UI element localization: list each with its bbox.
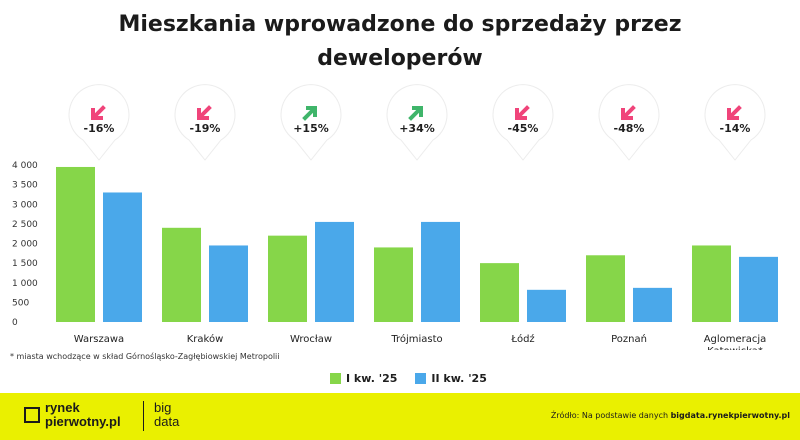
- logo-line2: pierwotny.pl: [45, 414, 121, 429]
- arrow-down-icon: [727, 105, 742, 120]
- change-label: -48%: [614, 122, 645, 135]
- x-tick-label: Kraków: [187, 333, 224, 345]
- chart-title: Mieszkania wprowadzone do sprzedaży prze…: [0, 8, 800, 76]
- source-link[interactable]: bigdata.rynekpierwotny.pl: [670, 411, 790, 420]
- x-tick-label: Warszawa: [74, 334, 124, 345]
- change-badge: [598, 84, 660, 161]
- y-tick-label: 1 500: [12, 259, 38, 269]
- footer-bar: rynek pierwotny.pl big data Źródło: Na p…: [0, 393, 800, 440]
- change-badge: [174, 84, 236, 161]
- bar-series1: [480, 263, 519, 322]
- legend-label-series1: I kw. '25: [346, 372, 398, 385]
- footnote: * miasta wchodzące w skład Górnośląsko-Z…: [10, 352, 280, 361]
- x-tick-label: Trójmiasto: [390, 333, 442, 345]
- y-tick-label: 500: [12, 298, 29, 308]
- change-badge: [492, 84, 554, 161]
- change-label: -45%: [508, 122, 539, 135]
- arrow-up-icon: [302, 106, 317, 121]
- legend-swatch-series1: [330, 373, 341, 384]
- source-prefix: Źródło: Na podstawie danych: [550, 411, 671, 420]
- arrow-down-icon: [515, 105, 530, 120]
- bar-series2: [315, 221, 354, 322]
- bar-series1: [162, 227, 201, 322]
- change-label: -16%: [84, 122, 115, 135]
- change-badge: [280, 84, 342, 161]
- change-badge: [704, 84, 766, 161]
- bar-chart: 0 500 1 000 1 500 2 000 2 500 3 000 3 500 4 000 W…: [12, 84, 778, 350]
- source-note: Źródło: Na podstawie danych bigdata.ryne…: [551, 411, 790, 420]
- x-tick-label: Łódź: [510, 333, 534, 345]
- change-badge: [68, 84, 130, 161]
- legend-label-series2: II kw. '25: [431, 372, 487, 385]
- x-tick-label: Poznań: [611, 333, 647, 345]
- y-tick-label: 0: [12, 318, 18, 328]
- change-label: +34%: [399, 122, 435, 135]
- logo-line1: rynek: [45, 400, 80, 415]
- bar-series1: [692, 245, 731, 322]
- bigdata-logo[interactable]: big data: [154, 401, 179, 429]
- bar-series2: [421, 221, 460, 322]
- bar-series1: [586, 255, 625, 322]
- arrow-down-icon: [621, 105, 636, 120]
- legend: I kw. '25 II kw. '25: [330, 372, 487, 385]
- bar-series1: [56, 166, 95, 322]
- legend-item-series2: II kw. '25: [415, 372, 487, 385]
- arrow-down-icon: [197, 105, 212, 120]
- chart-title-line2: deweloperów: [317, 46, 483, 71]
- change-label: +15%: [293, 122, 329, 135]
- x-tick-label: Wrocław: [290, 334, 332, 345]
- arrow-up-icon: [408, 106, 423, 121]
- legend-swatch-series2: [415, 373, 427, 384]
- y-tick-label: 4 000: [12, 161, 38, 171]
- change-label: -14%: [720, 122, 751, 135]
- x-tick-label: Aglomeracja: [704, 334, 767, 345]
- bar-series1: [374, 247, 413, 322]
- change-label: -19%: [190, 122, 221, 135]
- x-tick-label: Katowicka*: [707, 346, 763, 350]
- bigdata-line2: data: [154, 414, 180, 429]
- bar-series2: [527, 289, 566, 322]
- y-tick-label: 2 000: [12, 240, 38, 250]
- chart-title-line1: Mieszkania wprowadzone do sprzedaży prze…: [118, 12, 682, 37]
- y-tick-label: 1 000: [12, 279, 38, 289]
- bar-series2: [633, 287, 672, 322]
- rynekpierwotny-logo[interactable]: rynek pierwotny.pl: [24, 401, 121, 429]
- arrow-down-icon: [91, 105, 106, 120]
- logo-square-icon: [24, 407, 40, 423]
- bar-series1: [268, 235, 307, 322]
- bar-series2: [209, 245, 248, 322]
- logo-divider: [143, 401, 144, 431]
- bar-series2: [739, 256, 778, 322]
- change-badge: [386, 84, 448, 161]
- y-tick-label: 3 500: [12, 181, 38, 191]
- bar-series2: [103, 192, 142, 322]
- y-tick-label: 3 000: [12, 200, 38, 210]
- y-tick-label: 2 500: [12, 220, 38, 230]
- legend-item-series1: I kw. '25: [330, 372, 397, 385]
- bigdata-line1: big: [154, 400, 172, 415]
